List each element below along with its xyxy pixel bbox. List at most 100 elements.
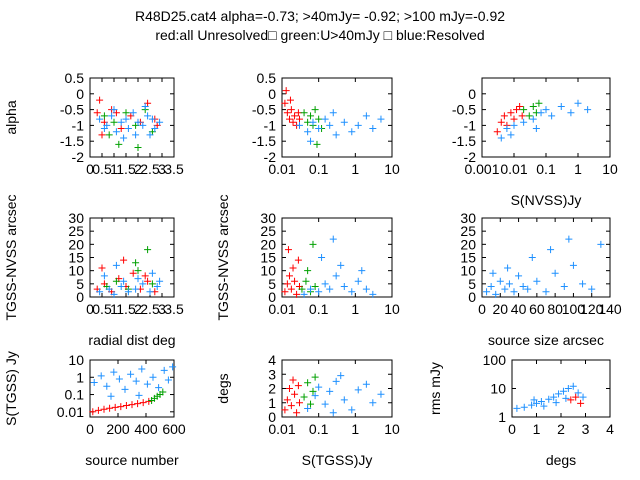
data-point: [507, 109, 515, 117]
data-point: [489, 269, 497, 277]
data-point: [329, 409, 337, 417]
data-point: [354, 277, 362, 285]
data-point: [564, 385, 572, 392]
data-point: [138, 365, 146, 373]
y-tick-label: 100: [483, 352, 507, 368]
data-point: [132, 285, 140, 293]
data-point: [326, 121, 334, 129]
data-point: [120, 277, 128, 285]
data-point: [143, 380, 151, 388]
y-tick-label: 10: [260, 263, 276, 279]
x-tick-label: 2: [134, 301, 142, 317]
x-tick-label: 0: [478, 301, 486, 317]
y-tick-label: 20: [68, 236, 84, 252]
x-axis-label: source number: [85, 452, 179, 468]
data-point: [311, 282, 319, 290]
data-point: [286, 96, 294, 104]
data-point: [535, 99, 543, 107]
plot-frame: [89, 217, 175, 298]
data-point: [135, 391, 143, 399]
y-tick-label: -1.5: [60, 133, 84, 149]
y-axis-label: TGSS-NVSS arcsec: [215, 194, 231, 320]
x-tick-label: 2: [134, 161, 142, 177]
y-tick-label: 30: [68, 210, 84, 226]
data-point: [298, 285, 306, 293]
data-point: [139, 121, 147, 129]
series-green: [298, 240, 319, 296]
x-tick-label: 140: [598, 301, 622, 317]
data-point: [120, 134, 128, 142]
x-tick-label: 1: [351, 421, 359, 437]
data-point: [503, 125, 511, 133]
data-point: [525, 112, 533, 120]
y-tick-label: 5: [468, 276, 476, 292]
data-point: [110, 118, 118, 126]
data-point: [105, 131, 113, 139]
data-point: [584, 106, 592, 114]
data-point: [369, 399, 377, 407]
plot-frame: [281, 77, 393, 158]
data-point: [358, 267, 366, 275]
data-point: [497, 134, 505, 142]
x-tick-label: 0: [508, 421, 516, 437]
data-point: [132, 131, 140, 139]
data-point: [98, 131, 106, 139]
data-point: [111, 403, 119, 411]
x-tick-label: 3: [158, 301, 166, 317]
x-tick-label: 0: [86, 421, 94, 437]
x-tick-label: 0.001: [464, 161, 499, 177]
y-tick-label: 1: [498, 409, 506, 425]
y-tick-label: 0: [468, 86, 476, 102]
series-green: [300, 373, 319, 408]
data-point: [579, 280, 587, 288]
data-point: [302, 277, 310, 285]
y-tick-label: 3: [268, 366, 276, 382]
data-point: [117, 125, 125, 133]
data-point: [94, 406, 102, 414]
data-point: [516, 102, 524, 110]
data-point: [283, 396, 291, 404]
data-point: [362, 380, 370, 388]
data-point: [505, 280, 513, 288]
data-point: [560, 282, 568, 290]
data-point: [315, 115, 323, 123]
data-point: [134, 275, 142, 283]
x-axis-label: radial dist deg: [88, 332, 175, 348]
data-point: [542, 288, 550, 296]
data-point: [117, 403, 125, 411]
series-blue: [304, 372, 385, 417]
x-axis-label: source size arcsec: [488, 332, 604, 348]
y-tick-label: -2: [464, 149, 477, 165]
y-tick-label: 20: [460, 236, 476, 252]
series-red: [89, 397, 153, 416]
y-tick-label: -1: [264, 117, 277, 133]
data-point: [321, 280, 329, 288]
data-point: [120, 256, 128, 264]
data-point: [483, 288, 491, 296]
y-tick-label: -2: [72, 149, 85, 165]
data-point: [148, 115, 156, 123]
data-point: [321, 115, 329, 123]
data-point: [326, 387, 334, 395]
data-point: [497, 118, 505, 126]
plot-frame: [89, 359, 175, 418]
y-tick-label: 25: [260, 223, 276, 239]
data-point: [281, 288, 289, 296]
x-tick-label: 0: [86, 161, 94, 177]
x-tick-label: 200: [106, 421, 130, 437]
data-point: [332, 131, 340, 139]
y-tick-label: 4: [268, 352, 276, 368]
data-point: [141, 102, 149, 110]
data-point: [528, 254, 536, 261]
data-point: [159, 388, 167, 396]
x-tick-label: 600: [162, 421, 186, 437]
x-tick-label: 3.5: [164, 161, 184, 177]
data-point: [547, 246, 555, 254]
y-tick-label: -1.5: [452, 133, 476, 149]
data-point: [518, 112, 526, 120]
data-point: [287, 285, 295, 293]
y-axis-label: S(TGSS) Jy: [3, 351, 19, 426]
data-point: [293, 409, 301, 417]
data-point: [369, 290, 377, 298]
